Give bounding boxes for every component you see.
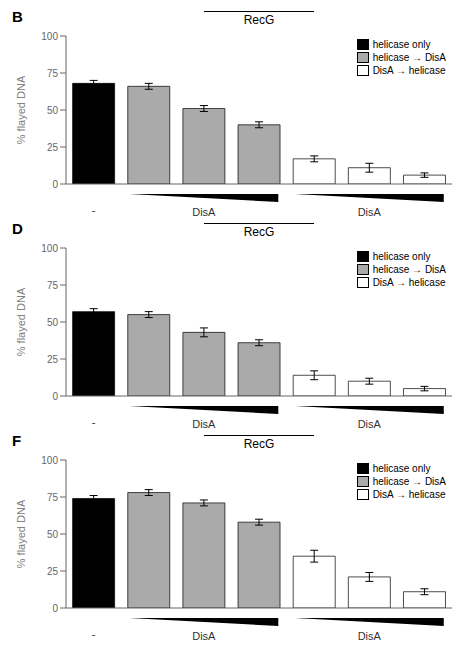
svg-text:25: 25: [47, 142, 59, 153]
svg-text:DisA: DisA: [358, 206, 382, 218]
html-text:helicase only: helicase only: [372, 463, 431, 474]
svg-text:25: 25: [47, 566, 59, 577]
svg-text:50: 50: [47, 105, 59, 116]
html-text:helicase only: helicase only: [372, 39, 431, 50]
svg-text:0: 0: [52, 179, 58, 190]
svg-text:100: 100: [41, 455, 58, 466]
svg-text:DisA: DisA: [358, 630, 382, 642]
html-text:B: B: [12, 8, 23, 25]
html-text:helicase → DisA: helicase → DisA: [372, 264, 446, 275]
svg-text:75: 75: [47, 492, 59, 503]
svg-text:-: -: [92, 204, 96, 216]
svg-text:DisA: DisA: [192, 630, 216, 642]
html-text:RecG: RecG: [243, 225, 275, 239]
svg-text:100: 100: [41, 31, 58, 42]
svg-text:% flayed DNA: % flayed DNA: [15, 287, 27, 356]
svg-text:DisA: DisA: [192, 206, 216, 218]
html-text:helicase → DisA: helicase → DisA: [372, 476, 446, 487]
html-text:RecG: RecG: [243, 437, 275, 451]
svg-text:75: 75: [47, 68, 59, 79]
svg-text:DisA: DisA: [192, 418, 216, 430]
svg-text:% flayed DNA: % flayed DNA: [15, 499, 27, 568]
html-text:DisA → helicase: DisA → helicase: [372, 65, 446, 76]
html-text:helicase → DisA: helicase → DisA: [372, 52, 446, 63]
svg-text:25: 25: [47, 354, 59, 365]
svg-text:50: 50: [47, 529, 59, 540]
html-text:RecG: RecG: [243, 13, 275, 27]
svg-text:0: 0: [52, 603, 58, 614]
svg-text:0: 0: [52, 391, 58, 402]
svg-text:75: 75: [47, 280, 59, 291]
svg-text:DisA: DisA: [358, 418, 382, 430]
svg-text:-: -: [92, 416, 96, 428]
svg-text:-: -: [92, 628, 96, 640]
svg-text:% flayed DNA: % flayed DNA: [15, 75, 27, 144]
html-text:DisA → helicase: DisA → helicase: [372, 489, 446, 500]
svg-text:50: 50: [47, 317, 59, 328]
svg-text:100: 100: [41, 243, 58, 254]
html-text:DisA → helicase: DisA → helicase: [372, 277, 446, 288]
html-text:D: D: [12, 220, 23, 237]
html-text:helicase only: helicase only: [372, 251, 431, 262]
html-text:F: F: [12, 432, 22, 449]
